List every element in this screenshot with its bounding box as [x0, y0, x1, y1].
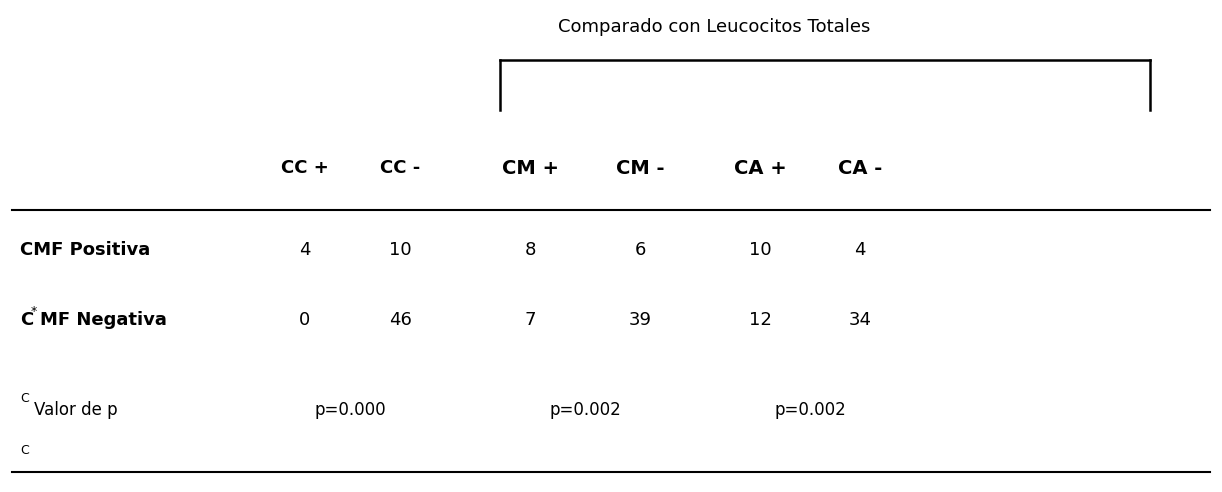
Text: 39: 39	[628, 311, 651, 329]
Text: 12: 12	[749, 311, 771, 329]
Text: CM -: CM -	[616, 158, 665, 178]
Text: CC +: CC +	[281, 159, 329, 177]
Text: 6: 6	[634, 241, 645, 259]
Text: 46: 46	[389, 311, 412, 329]
Text: 0: 0	[299, 311, 310, 329]
Text: CA -: CA -	[838, 158, 882, 178]
Text: CA +: CA +	[733, 158, 787, 178]
Text: p=0.000: p=0.000	[314, 401, 386, 419]
Text: 34: 34	[848, 311, 871, 329]
Text: MF Negativa: MF Negativa	[40, 311, 167, 329]
Text: 8: 8	[524, 241, 535, 259]
Text: *: *	[31, 306, 37, 318]
Text: Valor de p: Valor de p	[34, 401, 117, 419]
Text: CMF Positiva: CMF Positiva	[20, 241, 150, 259]
Text: 4: 4	[299, 241, 310, 259]
Text: 7: 7	[524, 311, 535, 329]
Text: C: C	[20, 392, 29, 404]
Text: p=0.002: p=0.002	[774, 401, 846, 419]
Text: CC -: CC -	[380, 159, 420, 177]
Text: 10: 10	[749, 241, 771, 259]
Text: CM +: CM +	[501, 158, 558, 178]
Text: C: C	[20, 443, 29, 457]
Text: 10: 10	[389, 241, 412, 259]
Text: p=0.002: p=0.002	[549, 401, 621, 419]
Text: C: C	[20, 311, 33, 329]
Text: Comparado con Leucocitos Totales: Comparado con Leucocitos Totales	[557, 18, 870, 36]
Text: 4: 4	[854, 241, 865, 259]
